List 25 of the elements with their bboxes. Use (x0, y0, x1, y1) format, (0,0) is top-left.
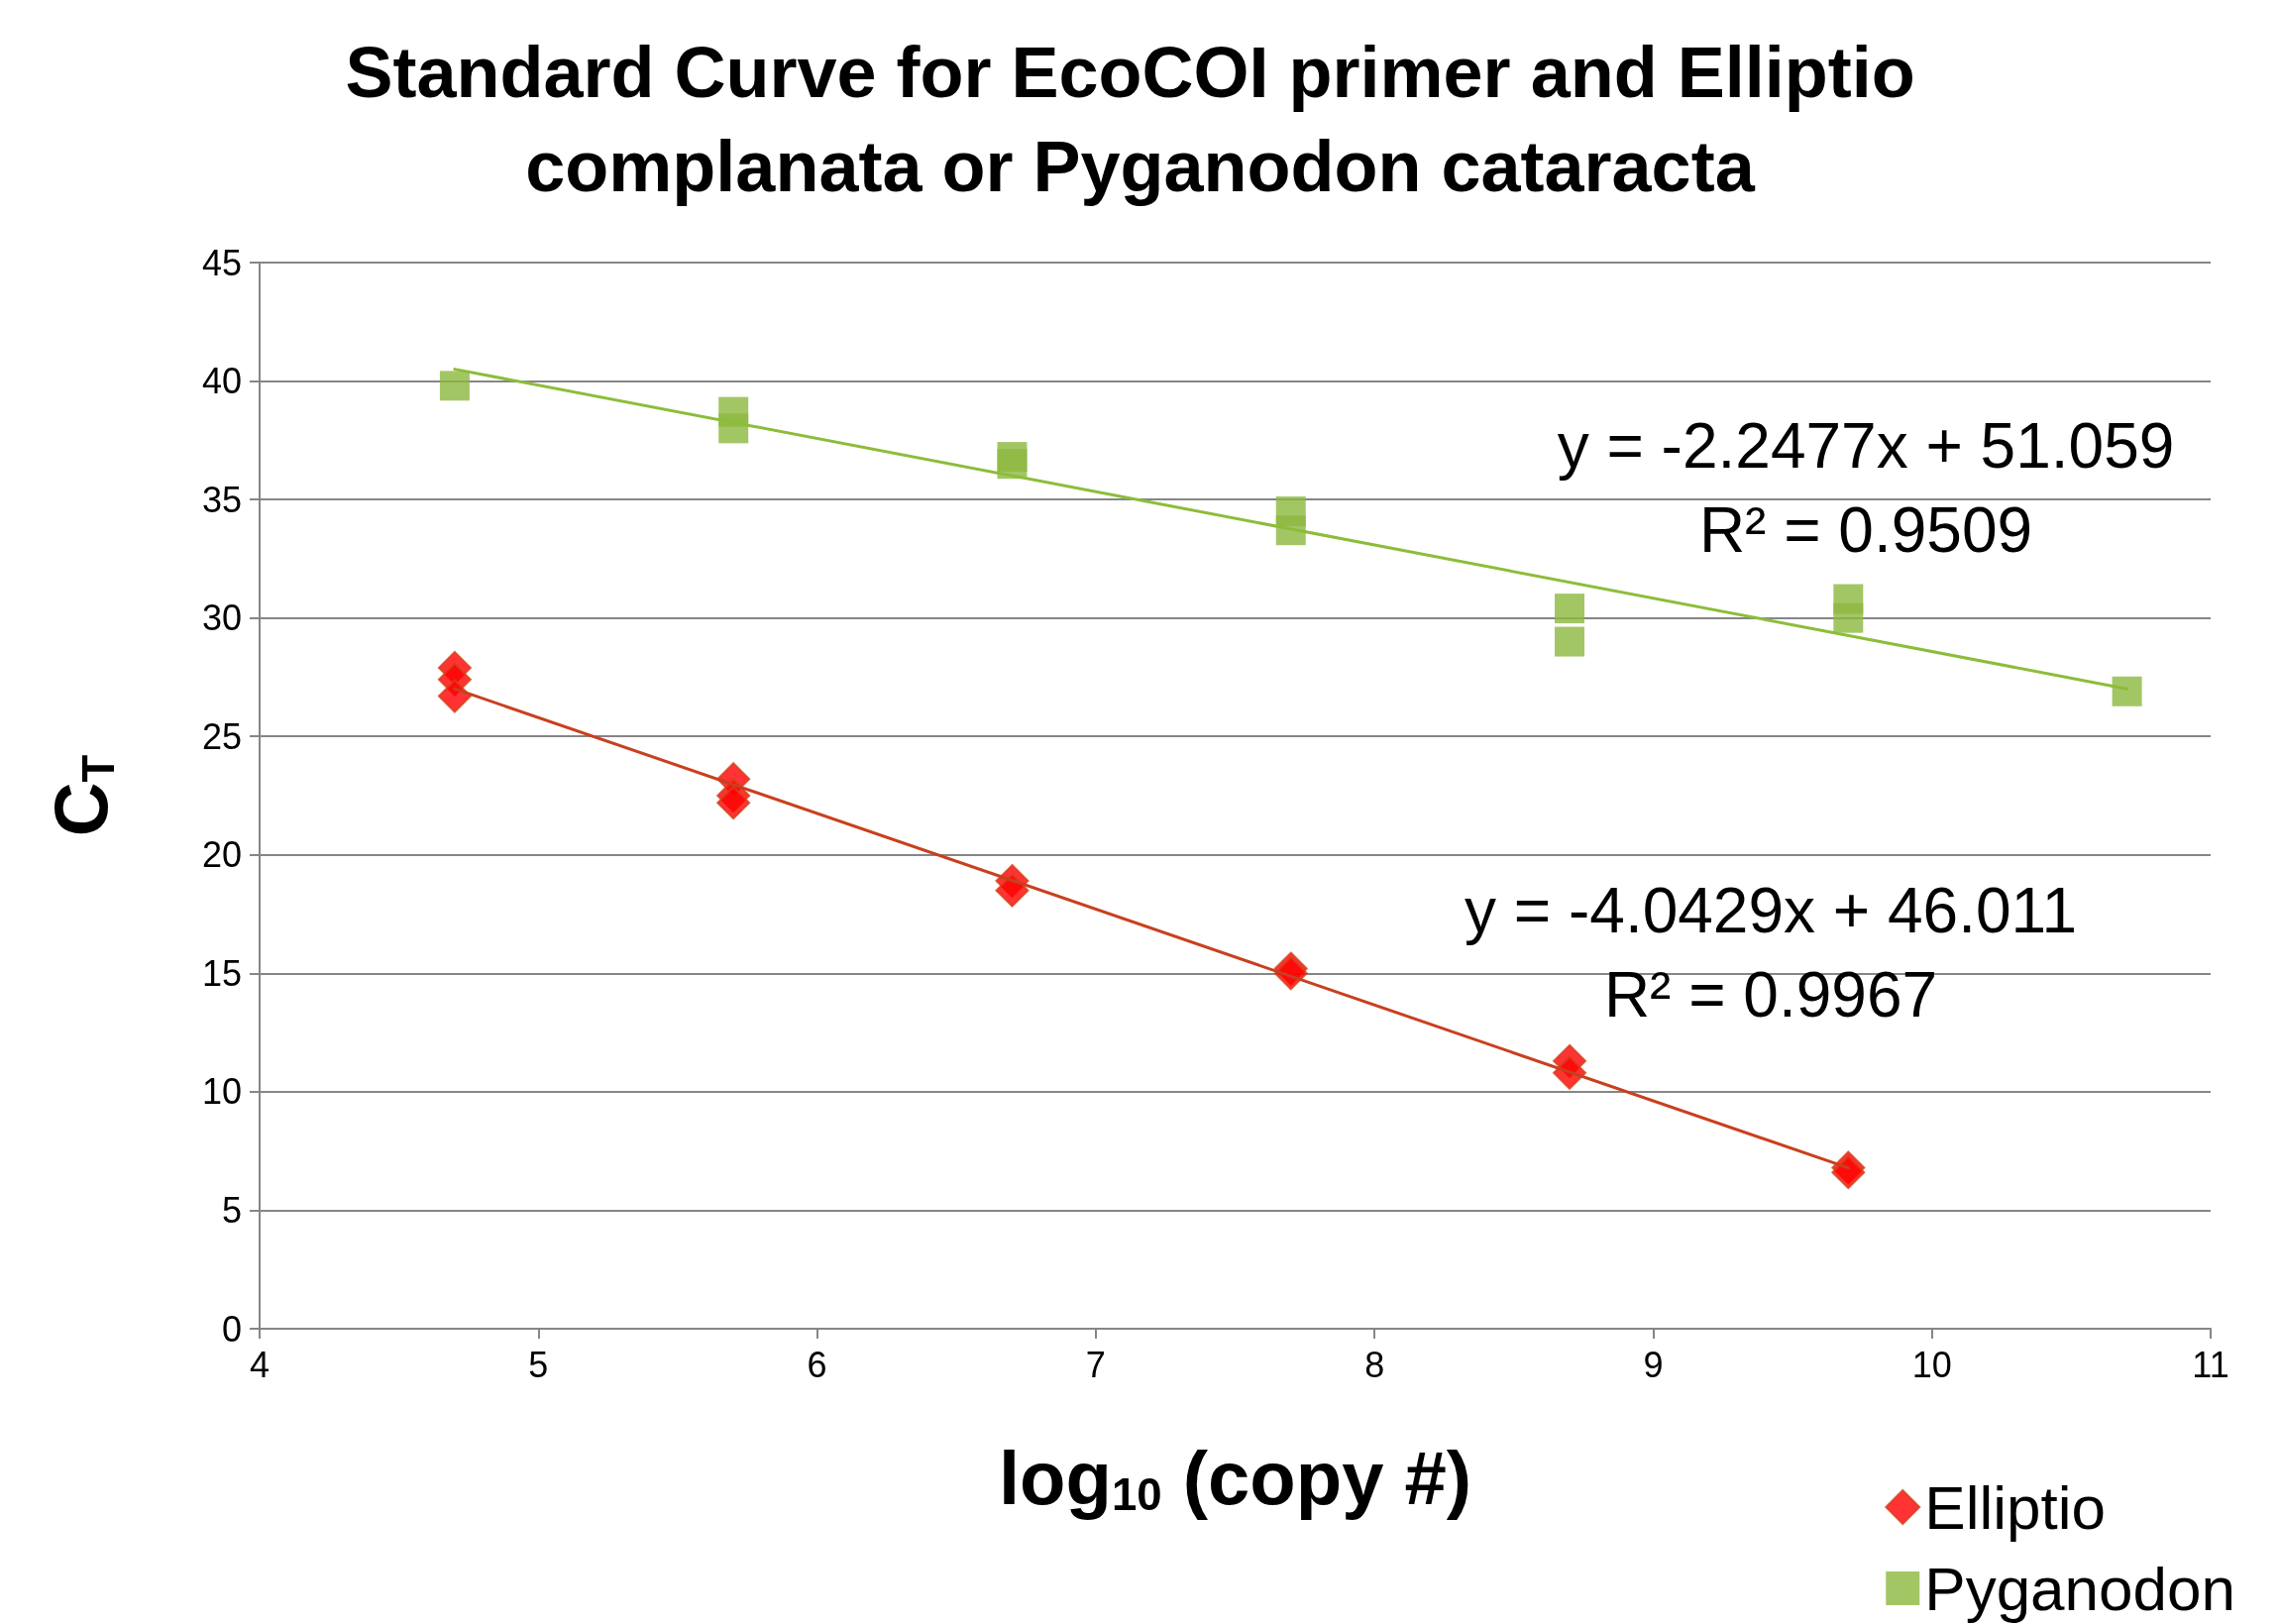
x-tick-label: 5 (528, 1344, 549, 1385)
y-tick-label: 15 (201, 952, 242, 994)
legend-label: Elliptio (1924, 1472, 2106, 1542)
y-tick-label: 35 (201, 479, 242, 520)
x-tick-label: 9 (1643, 1344, 1664, 1385)
y-tick-label: 30 (201, 597, 242, 639)
x-tick-label: 10 (1911, 1344, 1952, 1385)
legend-label: Pyganodon (1924, 1554, 2236, 1623)
y-tick-label: 25 (201, 715, 242, 757)
y-tick-label: 20 (201, 834, 242, 876)
annotation: y = -4.0429x + 46.011 R² = 0.9967 (1465, 874, 2077, 1030)
y-tick-label: 45 (201, 242, 242, 283)
x-tick-label: 11 (2192, 1344, 2229, 1385)
x-tick-label: 6 (807, 1344, 827, 1385)
x-tick-label: 4 (249, 1344, 271, 1385)
chart-title: Standard Curve for EcoCOI primer and Elliptio complanata or Pyganodon cataracta (345, 32, 1935, 206)
x-tick-label: 8 (1364, 1344, 1385, 1385)
annotation: y = -2.2477x + 51.059 R² = 0.9509 (1557, 409, 2175, 566)
y-tick-label: 5 (221, 1189, 242, 1231)
y-tick-label: 0 (221, 1308, 242, 1350)
y-tick-label: 40 (201, 361, 242, 402)
x-axis-title: log10 (copy #) (998, 1435, 1472, 1520)
y-tick-label: 10 (201, 1071, 242, 1113)
y-axis-title: CT (39, 754, 124, 837)
x-tick-label: 7 (1085, 1344, 1106, 1385)
